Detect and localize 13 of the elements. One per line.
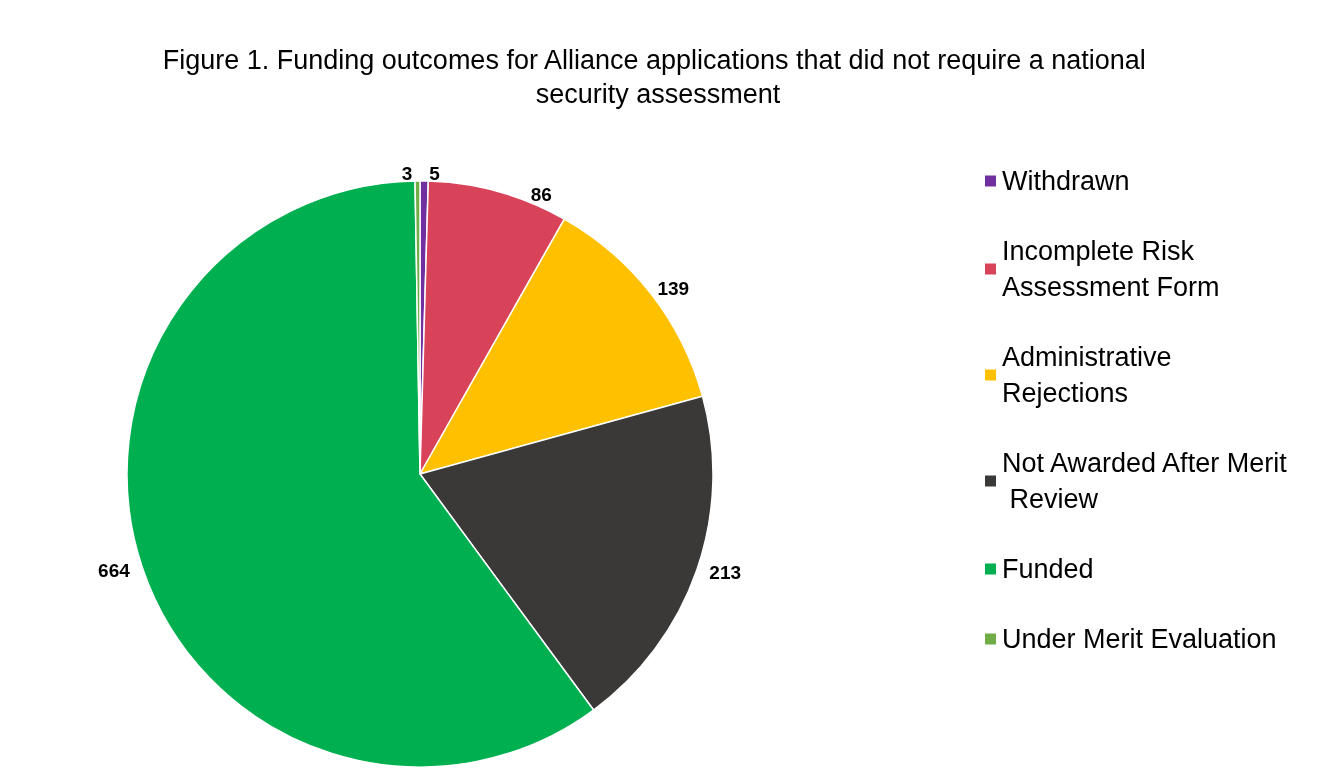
chart-title: Figure 1. Funding outcomes for Alliance applications that did not require a national security assessment: [162, 45, 1154, 109]
data-label: 664: [98, 559, 131, 581]
legend-label: Not Awarded After Merit Review: [1002, 448, 1288, 514]
legend-label: Incomplete Risk Assessment Form: [1002, 236, 1220, 302]
legend-label: Funded: [1002, 554, 1094, 584]
data-label: 213: [709, 562, 742, 584]
data-label: 86: [530, 183, 552, 205]
legend-label: Withdrawn: [1002, 166, 1130, 196]
legend-label: Administrative Rejections: [1002, 342, 1180, 408]
data-label: 5: [429, 162, 441, 184]
legend-label: Under Merit Evaluation: [1002, 624, 1277, 654]
data-label: 3: [401, 162, 413, 184]
data-label: 139: [657, 278, 690, 300]
